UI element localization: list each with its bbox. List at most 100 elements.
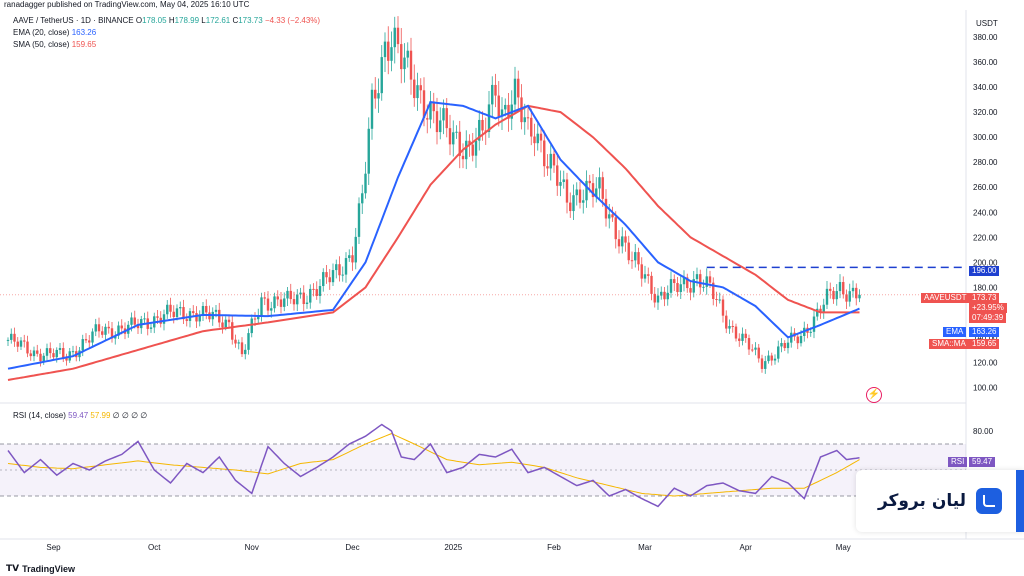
time-tick-label: Dec bbox=[345, 543, 359, 552]
rsi-line bbox=[7, 423, 860, 508]
candle-body bbox=[231, 322, 234, 340]
candle-body bbox=[419, 85, 422, 91]
candle-body bbox=[55, 349, 58, 358]
candle-body bbox=[591, 183, 595, 198]
candle-body bbox=[19, 340, 23, 347]
candle-body bbox=[816, 308, 819, 317]
candle-body bbox=[718, 299, 721, 301]
tradingview-brand[interactable]: TV TradingView bbox=[0, 563, 75, 576]
candle-body bbox=[617, 239, 621, 247]
candle-body bbox=[500, 109, 504, 117]
candle-body bbox=[6, 339, 10, 341]
candle-body bbox=[663, 291, 666, 300]
last-price-tag: 173.73 bbox=[969, 293, 1000, 303]
candle-body bbox=[523, 117, 526, 123]
tradingview-name: TradingView bbox=[22, 564, 75, 574]
candle-body bbox=[71, 351, 75, 353]
time-tick-label: Sep bbox=[46, 543, 61, 552]
candle-body bbox=[322, 272, 325, 287]
rsi-legend[interactable]: RSI (14, close) 59.47 57.99 ∅ ∅ ∅ ∅ bbox=[13, 410, 147, 421]
candle-body bbox=[315, 289, 318, 296]
candle-body bbox=[403, 57, 406, 70]
candle-body bbox=[331, 270, 335, 283]
candle-body bbox=[790, 332, 793, 343]
candle-body bbox=[829, 288, 832, 291]
time-tick-label: 2025 bbox=[444, 543, 462, 552]
candle-body bbox=[166, 304, 169, 315]
candle-body bbox=[16, 341, 19, 347]
rsi-ma-value: 57.99 bbox=[90, 411, 111, 420]
candle-body bbox=[364, 173, 367, 194]
candle-body bbox=[455, 131, 458, 133]
candle-body bbox=[721, 299, 725, 316]
candle-body bbox=[270, 308, 273, 311]
candle-body bbox=[367, 128, 370, 174]
candle-body bbox=[695, 274, 699, 280]
candle-body bbox=[708, 276, 712, 283]
candle-body bbox=[302, 292, 305, 305]
candle-body bbox=[224, 319, 227, 328]
ema-label: EMA (20, close) bbox=[13, 28, 70, 37]
candle-body bbox=[851, 287, 855, 292]
candle-body bbox=[822, 304, 825, 313]
candle-body bbox=[338, 264, 341, 276]
candle-body bbox=[114, 335, 117, 339]
candle-body bbox=[120, 325, 123, 329]
time-tick-label: Apr bbox=[740, 543, 753, 552]
candle-body bbox=[361, 193, 364, 204]
price-tick-label: 320.00 bbox=[973, 108, 998, 117]
candle-body bbox=[250, 318, 253, 334]
candle-body bbox=[97, 324, 101, 332]
time-tick-label: Feb bbox=[547, 543, 561, 552]
rsi-empty-1: ∅ bbox=[112, 411, 120, 420]
candle-body bbox=[526, 117, 530, 119]
time-tick-label: Nov bbox=[245, 543, 259, 552]
candle-body bbox=[598, 177, 601, 189]
candle-body bbox=[309, 288, 312, 303]
candle-body bbox=[536, 133, 539, 144]
open-value: 178.05 bbox=[142, 16, 167, 25]
candle-body bbox=[578, 189, 582, 203]
symbol-name[interactable]: AAVE / TetherUS · 1D · BINANCE bbox=[13, 16, 134, 25]
candle-body bbox=[221, 322, 224, 328]
candle-body bbox=[276, 296, 279, 300]
lightning-icon[interactable]: ⚡ bbox=[866, 387, 882, 403]
candle-body bbox=[686, 277, 689, 289]
candle-body bbox=[117, 325, 120, 336]
sma-legend[interactable]: SMA (50, close) 159.65 bbox=[13, 39, 96, 50]
candle-body bbox=[604, 198, 608, 219]
candle-body bbox=[52, 353, 55, 358]
candle-body bbox=[88, 340, 91, 343]
candle-body bbox=[179, 307, 182, 309]
candle-body bbox=[699, 274, 702, 288]
candle-body bbox=[627, 242, 630, 261]
candle-body bbox=[377, 93, 380, 99]
candle-body bbox=[757, 347, 760, 359]
ema-legend[interactable]: EMA (20, close) 163.26 bbox=[13, 27, 96, 38]
candle-body bbox=[156, 316, 159, 318]
close-label: C bbox=[232, 16, 239, 25]
candle-body bbox=[507, 104, 510, 119]
candle-body bbox=[101, 331, 104, 335]
change-value: −4.33 (−2.43%) bbox=[264, 16, 321, 25]
candle-body bbox=[565, 179, 569, 203]
currency-label: USDT bbox=[976, 19, 998, 28]
candle-body bbox=[705, 276, 708, 287]
price-tick-label: 360.00 bbox=[973, 58, 998, 67]
candle-body bbox=[630, 260, 634, 262]
candle-body bbox=[65, 357, 68, 361]
symbol-legend: AAVE / TetherUS · 1D · BINANCE O178.05 H… bbox=[13, 15, 320, 26]
rsi-empty-4: ∅ bbox=[140, 411, 148, 420]
watermark-stripe bbox=[1016, 470, 1024, 532]
candle-body bbox=[491, 84, 494, 105]
candle-body bbox=[731, 326, 734, 328]
candle-body bbox=[624, 236, 627, 243]
candle-body bbox=[383, 41, 387, 58]
candle-body bbox=[182, 307, 185, 320]
candle-body bbox=[741, 333, 744, 341]
candle-body bbox=[845, 294, 848, 302]
candle-body bbox=[400, 44, 403, 70]
candle-body bbox=[237, 342, 240, 344]
rsi-band bbox=[0, 443, 966, 497]
